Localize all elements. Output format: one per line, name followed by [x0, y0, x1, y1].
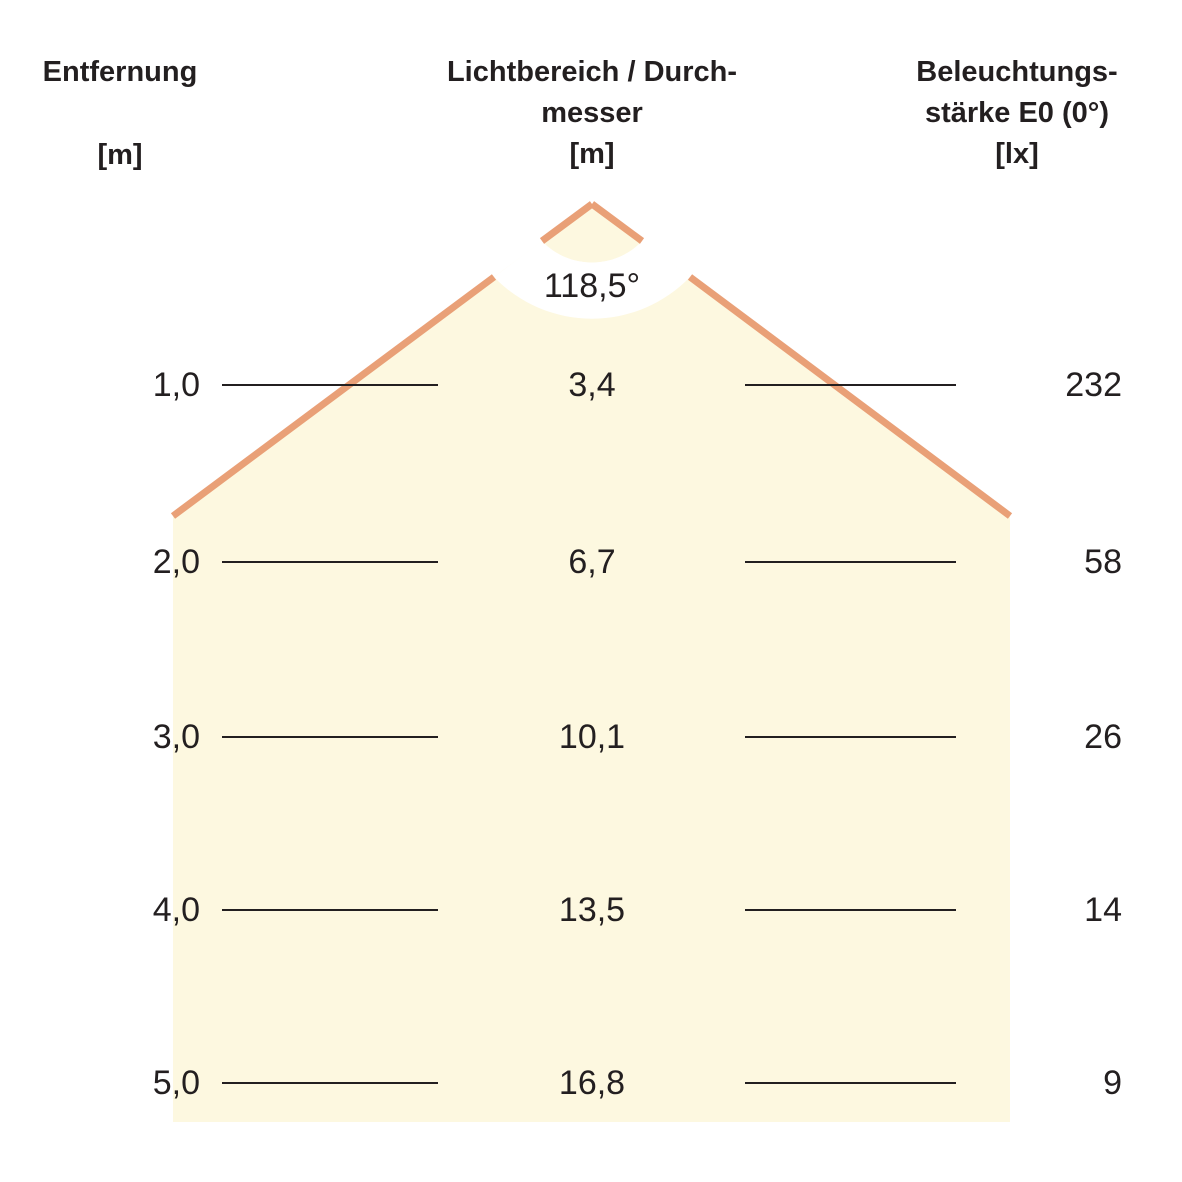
apex-arc-cutout — [494, 241, 690, 319]
cell-illuminance: 14 — [1084, 891, 1122, 929]
tick-line-left — [222, 1082, 438, 1084]
apex-wedge-shape — [542, 204, 642, 263]
tick-line-left — [222, 561, 438, 563]
cell-distance: 4,0 — [152, 891, 200, 929]
column-header-illuminance-unit: [lx] — [995, 138, 1039, 170]
column-header-diameter-title-line2: messer — [541, 97, 643, 129]
tick-line-right — [745, 909, 956, 911]
column-header-distance-title: Entfernung — [42, 56, 198, 88]
tick-line-right — [745, 561, 956, 563]
tick-line-right — [745, 384, 956, 386]
column-header-illuminance-title-line2: stärke E0 (0°) — [924, 97, 1110, 129]
cell-distance: 5,0 — [152, 1064, 200, 1102]
tick-line-right — [745, 1082, 956, 1084]
cell-diameter: 16,8 — [558, 1064, 626, 1102]
column-header-diameter-unit: [m] — [569, 138, 615, 170]
column-header-illuminance-title-line1: Beleuchtungs- — [916, 56, 1118, 88]
tick-line-left — [222, 909, 438, 911]
cell-diameter: 6,7 — [568, 543, 616, 581]
column-header-distance: Entfernung [m] — [0, 52, 240, 176]
tick-line-left — [222, 736, 438, 738]
light-cone-shape — [173, 204, 1010, 1122]
beam-angle-label: 118,5° — [543, 267, 641, 305]
cone-edge-right-line — [687, 274, 1013, 519]
apex-edge-left-line — [539, 201, 595, 244]
cell-distance: 3,0 — [152, 718, 200, 756]
cell-illuminance: 26 — [1084, 718, 1122, 756]
cell-diameter: 3,4 — [568, 366, 616, 404]
cell-illuminance: 232 — [1065, 366, 1122, 404]
column-header-diameter-title-line1: Lichtbereich / Durch- — [446, 56, 738, 88]
cell-distance: 2,0 — [152, 543, 200, 581]
apex-edge-right-line — [589, 201, 645, 244]
cell-diameter: 13,5 — [558, 891, 626, 929]
cell-illuminance: 9 — [1103, 1064, 1122, 1102]
column-header-distance-unit: [m] — [97, 139, 143, 171]
cell-illuminance: 58 — [1084, 543, 1122, 581]
cell-distance: 1,0 — [152, 366, 200, 404]
tick-line-right — [745, 736, 956, 738]
tick-line-left — [222, 384, 438, 386]
cone-edge-left-line — [170, 274, 497, 519]
cell-diameter: 10,1 — [558, 718, 626, 756]
column-header-illuminance: Beleuchtungs- stärke E0 (0°) [lx] — [852, 52, 1182, 175]
column-header-diameter: Lichtbereich / Durch- messer [m] — [382, 52, 802, 175]
